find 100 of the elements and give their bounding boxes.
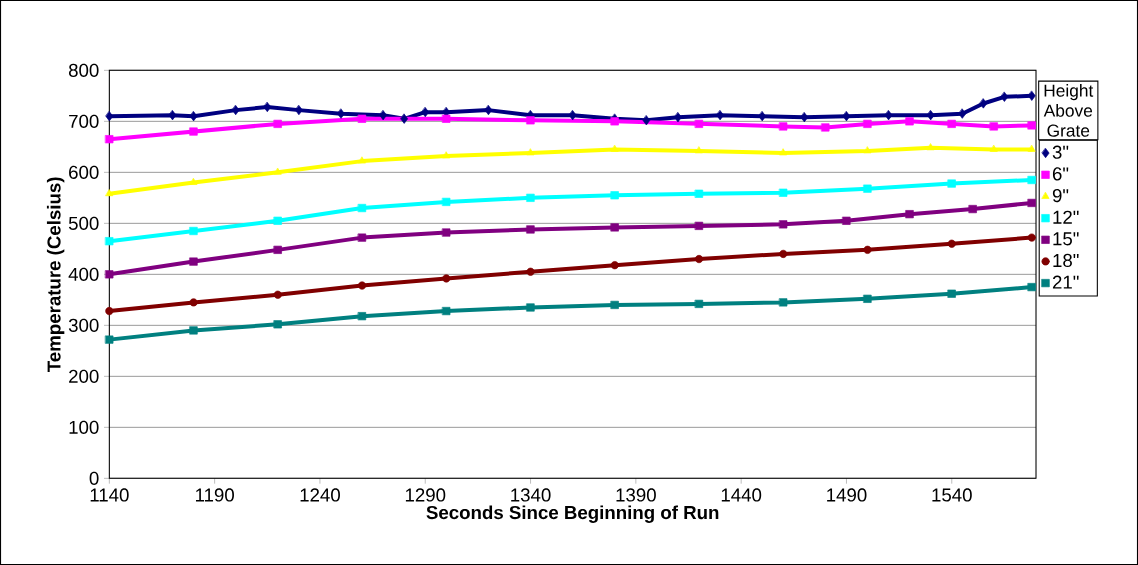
point: [526, 193, 535, 202]
y-tick-label: 800: [68, 63, 99, 77]
point: [989, 122, 998, 131]
point: [273, 245, 282, 254]
point: [484, 105, 493, 116]
legend-title: Height Above Grate: [1043, 84, 1094, 137]
point: [526, 116, 535, 125]
point: [526, 148, 535, 156]
point: [105, 306, 114, 316]
point: [1027, 175, 1036, 185]
point: [1000, 91, 1009, 102]
point: [863, 294, 872, 303]
point: [863, 146, 872, 154]
x-tick-label: 1140: [90, 488, 129, 502]
point: [779, 148, 788, 156]
point: [105, 237, 114, 246]
point: [189, 298, 198, 307]
point: [442, 228, 451, 237]
point: [526, 267, 535, 276]
point: [358, 156, 366, 164]
legend-label: 6": [1052, 167, 1069, 181]
point: [947, 289, 956, 298]
point: [905, 117, 914, 126]
y-tick-label: 500: [68, 216, 99, 230]
point: [610, 145, 619, 152]
legend-label: 12": [1053, 210, 1079, 224]
point: [610, 300, 619, 310]
x-tick-label: 1540: [932, 488, 972, 502]
point: [357, 203, 367, 213]
point: [694, 299, 704, 308]
point: [926, 110, 935, 121]
x-tick-label: 1340: [511, 488, 551, 502]
point: [610, 261, 619, 270]
point: [1027, 283, 1036, 292]
y-tick-label: 400: [68, 267, 99, 281]
point: [821, 123, 830, 132]
point: [863, 245, 872, 254]
point: [105, 270, 114, 279]
y-tick-label: 0: [89, 471, 99, 485]
x-tick-label: 1490: [827, 488, 867, 502]
point: [1027, 198, 1036, 208]
point: [442, 306, 451, 316]
point: [442, 151, 451, 159]
point: [273, 290, 282, 299]
point: [274, 168, 282, 175]
x-tick-label: 1290: [405, 488, 446, 502]
x-tick-label: 1240: [300, 488, 340, 502]
point: [357, 233, 367, 242]
point: [610, 117, 619, 126]
point: [610, 191, 619, 200]
point: [526, 225, 535, 234]
point: [779, 249, 788, 259]
point: [968, 204, 977, 214]
legend-label: 9": [1052, 188, 1069, 203]
point: [273, 216, 282, 225]
point: [442, 274, 451, 283]
point: [674, 112, 682, 123]
point: [863, 184, 872, 193]
point: [958, 108, 967, 119]
point: [905, 210, 914, 219]
point: [947, 119, 956, 128]
point: [189, 326, 198, 335]
point: [105, 335, 114, 344]
point: [863, 119, 872, 128]
y-tick-label: 600: [69, 165, 99, 179]
legend-label: 18": [1053, 253, 1079, 268]
point: [695, 146, 703, 154]
point: [884, 110, 893, 121]
point: [168, 110, 177, 121]
point: [442, 197, 451, 206]
point: [231, 105, 240, 116]
point: [947, 179, 956, 188]
y-tick-label: 200: [69, 369, 99, 383]
point: [568, 110, 577, 121]
legend-label: 21": [1052, 275, 1079, 289]
legend-label: 15": [1053, 232, 1079, 246]
point: [779, 298, 788, 307]
point: [337, 108, 345, 119]
point: [357, 312, 367, 321]
point: [779, 220, 788, 229]
point: [716, 110, 724, 121]
point: [779, 122, 788, 131]
point: [189, 257, 198, 266]
point: [357, 281, 367, 290]
point: [610, 223, 619, 232]
point: [779, 188, 788, 197]
x-tick-label: 1440: [721, 488, 762, 502]
point: [105, 189, 114, 197]
point: [263, 102, 272, 113]
point: [694, 189, 704, 198]
legend-label: 3": [1052, 145, 1069, 159]
x-tick-label: 1390: [616, 488, 656, 502]
point: [273, 119, 282, 128]
x-axis-title: Seconds Since Beginning of Run: [426, 505, 719, 523]
point: [642, 115, 651, 126]
point: [189, 111, 198, 122]
point: [1027, 121, 1036, 130]
point: [1027, 145, 1036, 152]
y-tick-label: 700: [69, 114, 99, 128]
y-axis-title: Temperature (Celsius): [46, 177, 65, 372]
